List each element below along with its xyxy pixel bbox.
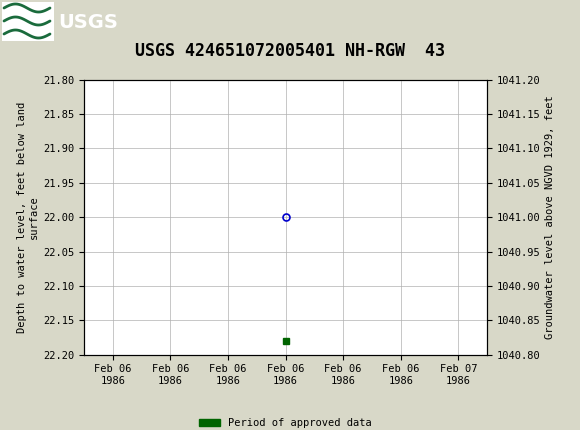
Text: USGS: USGS [58, 12, 118, 31]
Text: USGS 424651072005401 NH-RGW  43: USGS 424651072005401 NH-RGW 43 [135, 42, 445, 60]
Y-axis label: Depth to water level, feet below land
surface: Depth to water level, feet below land su… [17, 101, 39, 333]
Y-axis label: Groundwater level above NGVD 1929, feet: Groundwater level above NGVD 1929, feet [545, 95, 555, 339]
Legend: Period of approved data: Period of approved data [195, 414, 376, 430]
Bar [2, 2, 54, 41]
